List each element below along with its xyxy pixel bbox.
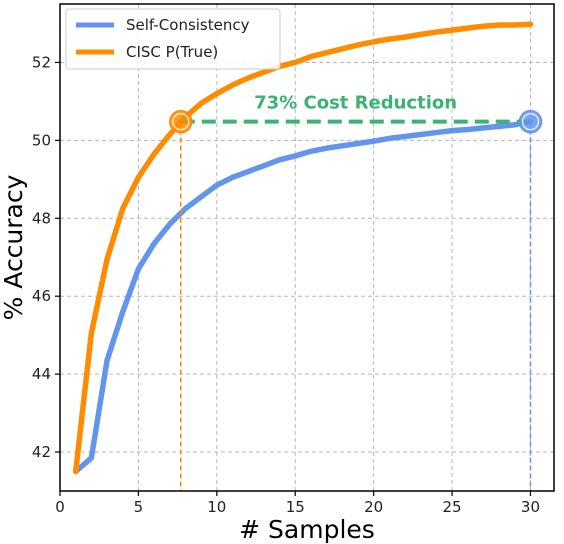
plot-frame [59, 3, 555, 492]
marker-self-consistency-ring [521, 113, 540, 131]
x-tick-label: 25 [443, 498, 462, 516]
x-axis-ticks: 0 5 10 15 20 25 30 [55, 491, 540, 516]
series-line-1 [72, 21, 534, 475]
annotation-layer: 73% Cost Reduction [169, 93, 543, 491]
marker-cisc-ring [172, 113, 190, 131]
x-tick-label: 15 [286, 498, 305, 516]
annotation-text: 73% Cost Reduction [254, 93, 457, 114]
y-tick-label: 48 [32, 209, 51, 227]
legend-box [65, 8, 281, 70]
y-tick-label: 52 [32, 53, 51, 71]
series-layer [72, 21, 534, 475]
x-tick-label: 30 [521, 498, 540, 516]
y-tick-label: 50 [32, 131, 51, 149]
legend-label-cisc-ptrue: CISC P(True) [126, 43, 218, 61]
y-tick-label: 42 [32, 443, 51, 461]
legend: Self-Consistency CISC P(True) [65, 8, 281, 70]
y-tick-label: 44 [32, 365, 51, 383]
x-tick-label: 0 [55, 498, 65, 516]
legend-label-self-consistency: Self-Consistency [126, 16, 250, 34]
x-tick-label: 5 [134, 498, 144, 516]
y-tick-label: 46 [32, 287, 51, 305]
y-axis-ticks: 42 44 46 48 50 52 [32, 53, 60, 461]
x-tick-label: 10 [207, 498, 226, 516]
x-axis-title: # Samples [239, 515, 375, 544]
y-axis-title: % Accuracy [0, 174, 28, 320]
grid [59, 4, 554, 491]
series-line-0 [72, 118, 534, 475]
x-tick-label: 20 [364, 498, 383, 516]
